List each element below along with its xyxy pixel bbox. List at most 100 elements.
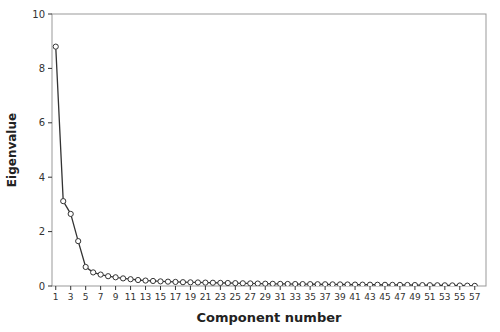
point [150, 278, 155, 283]
y-tick-label: 10 [32, 9, 45, 20]
point [405, 282, 410, 286]
x-tick-label: 31 [274, 292, 285, 302]
point [83, 264, 88, 269]
y-tick [48, 14, 52, 15]
x-tick-label: 1 [53, 292, 59, 302]
point [427, 283, 432, 286]
point [308, 282, 313, 286]
x-tick-label: 21 [200, 292, 211, 302]
x-tick-label: 53 [439, 292, 450, 302]
point [323, 282, 328, 286]
x-tick-label: 11 [125, 292, 136, 302]
x-tick [265, 286, 266, 290]
x-tick [414, 286, 415, 290]
line [56, 47, 475, 286]
x-tick-label: 25 [230, 292, 241, 302]
point [457, 283, 462, 286]
x-tick [399, 286, 400, 290]
y-tick [48, 122, 52, 123]
plot-area [53, 44, 477, 286]
x-tick [459, 286, 460, 290]
x-tick-label: 47 [394, 292, 405, 302]
x-tick [325, 286, 326, 290]
x-tick [355, 286, 356, 290]
point [352, 282, 357, 286]
x-tick-label: 49 [409, 292, 421, 302]
x-tick [220, 286, 221, 290]
x-tick [130, 286, 131, 290]
point [420, 283, 425, 286]
x-tick [310, 286, 311, 290]
point [300, 281, 305, 286]
x-tick-label: 19 [185, 292, 197, 302]
x-tick-label: 3 [68, 292, 74, 302]
point [248, 281, 253, 286]
point [263, 281, 268, 286]
point [158, 279, 163, 284]
x-tick [370, 286, 371, 290]
point [390, 282, 395, 286]
point [442, 283, 447, 286]
x-tick-label: 33 [289, 292, 300, 302]
point [53, 44, 58, 49]
x-tick-label: 43 [364, 292, 375, 302]
x-tick [340, 286, 341, 290]
x-tick-label: 51 [424, 292, 435, 302]
point [270, 281, 275, 286]
x-tick-label: 9 [113, 292, 119, 302]
y-tick [48, 231, 52, 232]
x-tick-label: 27 [245, 292, 256, 302]
point [225, 280, 230, 285]
point [382, 282, 387, 286]
point [375, 282, 380, 286]
point [203, 280, 208, 285]
x-tick-label: 29 [260, 292, 272, 302]
plot-frame [52, 14, 486, 286]
x-tick [444, 286, 445, 290]
point [188, 280, 193, 285]
point [360, 282, 365, 286]
y-axis-label: Eigenvalue [5, 113, 19, 187]
point [293, 281, 298, 286]
point [68, 211, 73, 216]
point [278, 281, 283, 286]
x-tick-label: 35 [304, 292, 315, 302]
x-tick [280, 286, 281, 290]
x-tick [235, 286, 236, 290]
x-axis: 1357911131517192123252729313335373941434… [53, 286, 481, 302]
point [397, 282, 402, 286]
point [98, 272, 103, 277]
point [135, 277, 140, 282]
y-tick [48, 68, 52, 69]
point [120, 276, 125, 281]
point [173, 279, 178, 284]
point [218, 280, 223, 285]
x-tick-label: 45 [379, 292, 390, 302]
x-tick [70, 286, 71, 290]
y-tick-label: 0 [39, 281, 45, 292]
point [345, 282, 350, 286]
x-tick [474, 286, 475, 290]
x-axis-label: Component number [197, 310, 342, 325]
point [128, 277, 133, 282]
x-tick-label: 55 [454, 292, 465, 302]
x-tick [384, 286, 385, 290]
y-tick [48, 286, 52, 287]
x-tick [145, 286, 146, 290]
x-tick [175, 286, 176, 290]
point [472, 283, 477, 286]
x-tick-label: 39 [334, 292, 346, 302]
point [233, 281, 238, 286]
point [315, 282, 320, 286]
y-tick-label: 2 [39, 226, 45, 237]
point [113, 275, 118, 280]
x-tick [85, 286, 86, 290]
x-tick [160, 286, 161, 290]
x-tick [250, 286, 251, 290]
point [435, 283, 440, 286]
y-tick [48, 177, 52, 178]
x-tick-label: 17 [170, 292, 181, 302]
y-tick-label: 8 [39, 63, 45, 74]
y-axis: 0246810 [32, 9, 52, 292]
point [367, 282, 372, 286]
